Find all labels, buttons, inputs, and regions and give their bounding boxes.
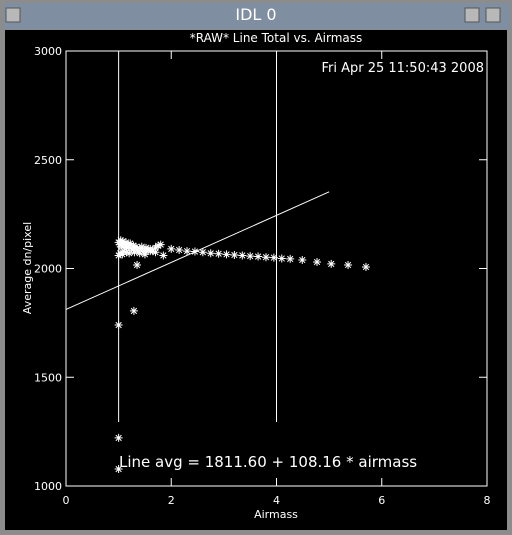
fit-line xyxy=(65,191,330,310)
data-point xyxy=(151,248,160,257)
data-point xyxy=(129,241,138,250)
x-tick-label: 2 xyxy=(168,494,175,507)
chart-date: Fri Apr 25 11:50:43 2008 xyxy=(321,61,484,76)
data-point xyxy=(114,433,123,442)
minimize-button[interactable] xyxy=(464,7,480,23)
data-point xyxy=(190,247,199,256)
data-point xyxy=(344,261,353,270)
data-point xyxy=(140,250,149,259)
data-point xyxy=(126,239,135,248)
data-point xyxy=(261,253,270,262)
data-point xyxy=(269,253,278,262)
y-tick-label: 3000 xyxy=(34,45,62,58)
data-point xyxy=(119,239,128,248)
data-point xyxy=(116,249,125,258)
data-point xyxy=(114,465,123,474)
x-axis-label: Airmass xyxy=(254,508,298,521)
data-point xyxy=(254,252,263,261)
data-point xyxy=(127,244,136,253)
data-point xyxy=(156,240,165,249)
x-tick-label: 0 xyxy=(63,494,70,507)
data-point xyxy=(135,249,144,258)
data-point xyxy=(159,251,168,260)
y-tick-label: 2500 xyxy=(34,154,62,167)
maximize-button[interactable] xyxy=(485,7,501,23)
data-point xyxy=(119,247,128,256)
data-point xyxy=(246,252,255,261)
data-point xyxy=(118,237,127,246)
data-point xyxy=(130,248,139,257)
data-point xyxy=(117,242,126,251)
chart-title: *RAW* Line Total vs. Airmass xyxy=(190,31,363,45)
data-point xyxy=(122,248,131,257)
data-point xyxy=(118,250,127,259)
data-point xyxy=(137,242,146,251)
y-tick-label: 1000 xyxy=(34,480,62,493)
data-point xyxy=(139,247,148,256)
data-point xyxy=(116,236,125,245)
data-point xyxy=(144,246,153,255)
data-point xyxy=(230,251,239,260)
data-point xyxy=(146,247,155,256)
data-point xyxy=(361,262,370,271)
window-title: IDL 0 xyxy=(235,5,276,24)
y-axis-label: Average dn/pixel xyxy=(21,222,34,314)
data-point xyxy=(129,306,138,315)
plot-canvas xyxy=(5,30,507,530)
y-tick-label: 1500 xyxy=(34,371,62,384)
data-point xyxy=(206,249,215,258)
data-point xyxy=(298,256,307,265)
x-tick-label: 8 xyxy=(484,494,491,507)
window-menu-button[interactable] xyxy=(5,7,21,23)
data-point xyxy=(238,251,247,260)
data-point xyxy=(277,254,286,263)
data-point xyxy=(133,246,142,255)
data-point xyxy=(183,247,192,256)
data-point xyxy=(286,254,295,263)
data-point xyxy=(123,243,132,252)
data-point xyxy=(125,249,134,258)
data-point xyxy=(175,246,184,255)
data-point xyxy=(198,248,207,257)
data-point xyxy=(124,240,133,249)
data-point xyxy=(327,259,336,268)
x-tick-label: 4 xyxy=(273,494,280,507)
data-point xyxy=(133,261,142,270)
data-point xyxy=(313,257,322,266)
y-tick-label: 2000 xyxy=(34,263,62,276)
x-tick-label: 6 xyxy=(378,494,385,507)
data-point xyxy=(131,242,140,251)
title-bar xyxy=(3,3,509,29)
data-point xyxy=(154,241,163,250)
data-point xyxy=(167,244,176,253)
data-point xyxy=(214,249,223,258)
fit-annotation: Line avg = 1811.60 + 108.16 * airmass xyxy=(119,453,417,471)
data-point xyxy=(114,321,123,330)
data-point xyxy=(222,250,231,259)
plot: *RAW* Line Total vs. Airmass Fri Apr 25 … xyxy=(21,31,491,521)
